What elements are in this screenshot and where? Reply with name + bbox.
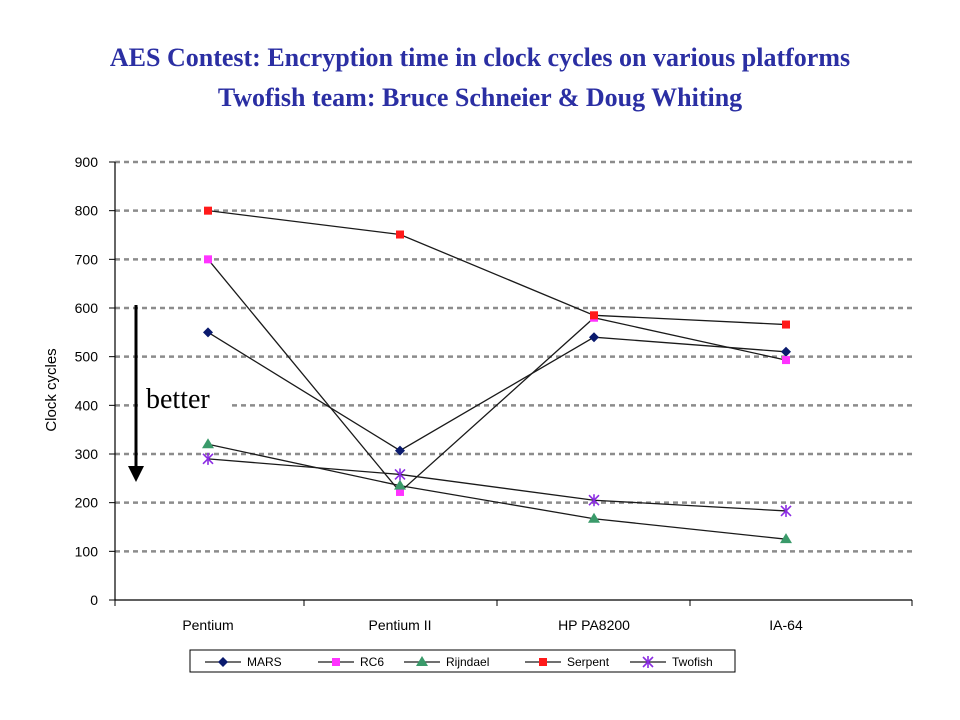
series-line-twofish: [207, 458, 787, 512]
legend-label-rc6: RC6: [360, 655, 384, 669]
series-twofish: [202, 452, 792, 517]
chart-subtitle: Twofish team: Bruce Schneier & Doug Whit…: [217, 83, 743, 112]
data-point-mars: [589, 332, 599, 343]
legend-item-rc6: RC6: [318, 655, 384, 669]
y-tick-label: 200: [75, 495, 99, 511]
data-point-rc6: [782, 356, 790, 365]
x-tick-label: IA-64: [769, 617, 803, 633]
data-point-rc6: [396, 487, 404, 496]
series-line-serpent: [207, 210, 787, 326]
series-line-mars: [207, 331, 787, 452]
better-label-bg: [142, 381, 232, 415]
x-tick-label: HP PA8200: [558, 617, 630, 633]
legend-label-serpent: Serpent: [567, 655, 610, 669]
legend: MARS RC6 Rijndael Serpent Twofish: [189, 649, 736, 673]
y-tick-label: 300: [75, 446, 99, 462]
arrow-head: [128, 466, 144, 482]
data-point-twofish: [394, 468, 406, 481]
y-tick-label: 500: [75, 349, 99, 365]
series-serpent: [204, 206, 790, 329]
legend-box: [189, 649, 736, 673]
y-tick-label: 400: [75, 397, 99, 413]
axes: [114, 162, 912, 601]
data-point-rc6: [204, 255, 212, 264]
data-point-serpent: [204, 206, 212, 215]
data-point-serpent: [590, 311, 598, 320]
data-point-twofish: [202, 452, 214, 465]
legend-marker-rc6: [332, 658, 340, 666]
better-arrow: [128, 305, 144, 482]
data-point-rijndael: [394, 479, 406, 490]
x-tick-label: Pentium II: [368, 617, 431, 633]
x-tick-labels: Pentium Pentium II HP PA8200 IA-64: [114, 600, 913, 633]
data-point-serpent: [396, 230, 404, 239]
data-point-mars: [781, 346, 791, 357]
y-axis-label: Clock cycles: [43, 348, 60, 431]
y-tick-label: 700: [75, 251, 99, 267]
series-group: [202, 206, 792, 544]
y-tick-label: 0: [90, 592, 98, 608]
y-tick-labels: 0 100 200 300 400 500 600 700 800 900: [75, 154, 115, 608]
legend-item-twofish: Twofish: [630, 655, 713, 669]
series-rc6: [204, 255, 790, 496]
y-tick-label: 800: [75, 203, 99, 219]
gridlines: [115, 160, 912, 553]
data-point-serpent: [782, 320, 790, 329]
legend-label-twofish: Twofish: [672, 655, 713, 669]
legend-item-serpent: Serpent: [525, 655, 610, 669]
chart-title: AES Contest: Encryption time in clock cy…: [109, 43, 851, 72]
data-point-mars: [395, 445, 405, 456]
legend-marker-mars: [218, 657, 228, 667]
legend-marker-rijndael: [416, 656, 428, 666]
legend-marker-serpent: [539, 658, 547, 666]
data-point-twofish: [588, 494, 600, 507]
y-tick-label: 900: [75, 154, 99, 170]
legend-item-rijndael: Rijndael: [404, 655, 489, 669]
legend-label-rijndael: Rijndael: [446, 655, 489, 669]
x-tick-label: Pentium: [182, 617, 233, 633]
legend-marker-twofish: [642, 656, 654, 668]
legend-label-mars: MARS: [247, 655, 282, 669]
series-mars: [203, 327, 791, 456]
better-label: better: [146, 384, 210, 415]
series-rijndael: [202, 438, 792, 544]
data-point-rijndael: [202, 438, 214, 449]
series-line-rijndael: [207, 443, 787, 540]
data-point-twofish: [780, 504, 792, 517]
data-point-mars: [203, 327, 213, 338]
series-line-rc6: [207, 258, 787, 493]
data-point-rijndael: [588, 512, 600, 523]
data-point-rijndael: [780, 533, 792, 544]
legend-item-mars: MARS: [205, 655, 282, 669]
y-tick-label: 600: [75, 300, 99, 316]
y-tick-label: 100: [75, 543, 99, 559]
